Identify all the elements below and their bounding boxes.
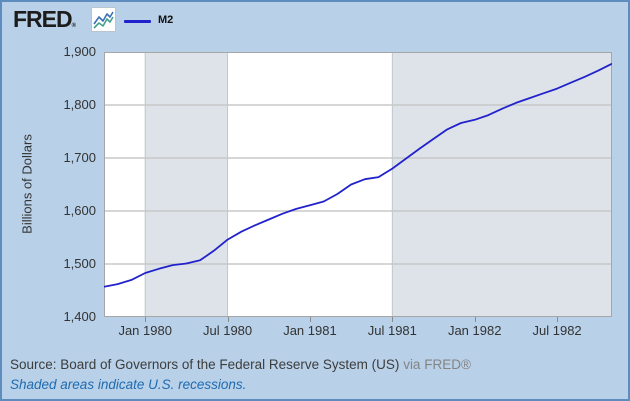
x-tick-label: Jul 1982: [532, 323, 582, 338]
legend-series-label: M2: [158, 14, 174, 26]
y-tick-label: 1,400: [63, 309, 96, 324]
x-tick-mark: [392, 317, 394, 322]
x-tick-mark: [557, 317, 559, 322]
y-tick-label: 1,500: [63, 256, 96, 271]
source-text: Source: Board of Governors of the Federa…: [10, 357, 471, 372]
recession-band: [145, 52, 228, 317]
x-tick-label: Jan 1981: [283, 323, 337, 338]
via-fred-text: via FRED®: [403, 357, 471, 372]
y-tick-label: 1,700: [63, 150, 96, 165]
y-tick-label: 1,600: [63, 203, 96, 218]
x-tick-mark: [309, 317, 311, 322]
fred-logo[interactable]: FRED®: [13, 6, 76, 39]
x-tick-label: Jan 1980: [118, 323, 172, 338]
legend-line-swatch: [124, 20, 151, 23]
fred-sparkline-icon: [91, 7, 116, 32]
x-tick-label: Jul 1980: [202, 323, 253, 338]
y-tick-label: 1,800: [63, 97, 96, 112]
registered-trademark-icon: ®: [71, 23, 77, 29]
recession-band: [392, 52, 612, 317]
series-line-M2: [104, 62, 612, 288]
plot-area[interactable]: [104, 52, 612, 317]
x-tick-mark: [474, 317, 476, 322]
y-tick-label: 1,900: [63, 44, 96, 59]
fred-logo-text: FRED: [13, 6, 73, 32]
x-tick-label: Jan 1982: [447, 323, 502, 338]
x-tick-label: Jul 1981: [367, 323, 417, 338]
x-tick-mark: [227, 317, 229, 322]
recession-note-link[interactable]: Shaded areas indicate U.S. recessions.: [10, 377, 247, 392]
x-tick-mark: [145, 317, 147, 322]
